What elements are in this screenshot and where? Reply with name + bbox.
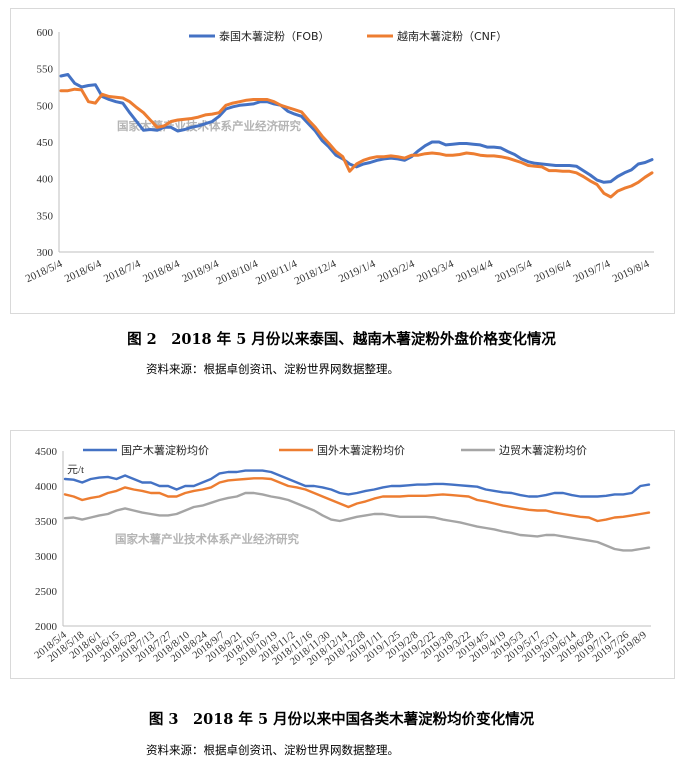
y-tick-label: 500 — [37, 100, 54, 112]
y-tick-label: 4500 — [35, 446, 58, 458]
series-line-2 — [63, 477, 651, 523]
x-tick-label: 2019/8/4 — [611, 258, 652, 286]
x-tick-label: 2019/4/4 — [454, 258, 495, 286]
line-chart-china-average: 2000 2500 3000 3500 4000 4500 元/t 国家木薯产业技术体系产业经… — [33, 443, 651, 668]
series-line-1 — [59, 73, 654, 184]
figure-3-caption: 图 3 2018 年 5 月份以来中国各类木薯淀粉均价变化情况 — [148, 711, 535, 728]
legend-label-1: 国产木薯淀粉均价 — [121, 443, 209, 457]
series-line-2 — [59, 87, 654, 199]
x-tick-label: 2018/11/4 — [254, 258, 300, 288]
watermark-text: 国家木薯产业技术体系产业经济研究 — [115, 532, 299, 546]
figure-2-source: 资料来源：根据卓创资讯、淀粉世界网数据整理。 — [146, 362, 399, 376]
x-tick-label: 2018/8/4 — [141, 258, 182, 286]
x-tick-label: 2019/6/4 — [532, 258, 573, 286]
y-tick-label: 550 — [37, 64, 54, 76]
line-chart-export-price: 300 350 400 450 500 550 600 国家木薯产业技术体系产业经济研究 201… — [24, 27, 654, 288]
x-tick-label: 2018/7/4 — [102, 258, 143, 286]
watermark-text: 国家木薯产业技术体系产业经济研究 — [117, 119, 301, 133]
x-tick-label: 2019/2/4 — [376, 258, 417, 286]
legend-label-1: 泰国木薯淀粉（FOB） — [219, 29, 330, 43]
x-tick-label: 2018/9/4 — [180, 258, 221, 286]
y-tick-label: 2500 — [35, 586, 58, 598]
x-tick-label: 2019/1/4 — [337, 258, 378, 286]
legend-label-2: 国外木薯淀粉均价 — [317, 443, 405, 457]
x-tick-label: 2018/12/4 — [293, 258, 339, 288]
y-tick-label: 4000 — [35, 481, 58, 493]
x-tick-label: 2019/3/4 — [415, 258, 456, 286]
y-tick-label: 400 — [37, 174, 54, 186]
y-tick-label: 2000 — [35, 621, 58, 633]
chart-panel-thai-vietnam: 300 350 400 450 500 550 600 国家木薯产业技术体系产业经济研究 201… — [10, 8, 675, 314]
figure-3-source: 资料来源：根据卓创资讯、淀粉世界网数据整理。 — [146, 743, 399, 757]
chart-panel-china-average: 2000 2500 3000 3500 4000 4500 元/t 国家木薯产业技术体系产业经… — [10, 430, 675, 679]
y-tick-label: 3000 — [35, 551, 58, 563]
y-tick-label: 350 — [37, 210, 54, 222]
y-axis-unit: 元/t — [67, 464, 84, 476]
y-tick-label: 3500 — [35, 516, 58, 528]
x-tick-label: 2018/10/4 — [214, 258, 260, 288]
x-tick-label: 2019/7/4 — [572, 258, 613, 286]
legend-label-2: 越南木薯淀粉（CNF） — [397, 29, 507, 43]
figure-2-caption: 图 2 2018 年 5 月份以来泰国、越南木薯淀粉外盘价格变化情况 — [127, 331, 556, 348]
series-line-3 — [63, 491, 651, 552]
y-tick-label: 300 — [37, 247, 54, 259]
x-tick-label: 2018/6/4 — [63, 258, 104, 286]
x-tick-label: 2019/5/4 — [493, 258, 534, 286]
y-tick-label: 600 — [37, 27, 54, 39]
y-tick-label: 450 — [37, 137, 54, 149]
x-tick-label: 2018/5/4 — [24, 258, 65, 286]
legend-label-3: 边贸木薯淀粉均价 — [499, 443, 587, 457]
series-line-1 — [63, 469, 651, 498]
